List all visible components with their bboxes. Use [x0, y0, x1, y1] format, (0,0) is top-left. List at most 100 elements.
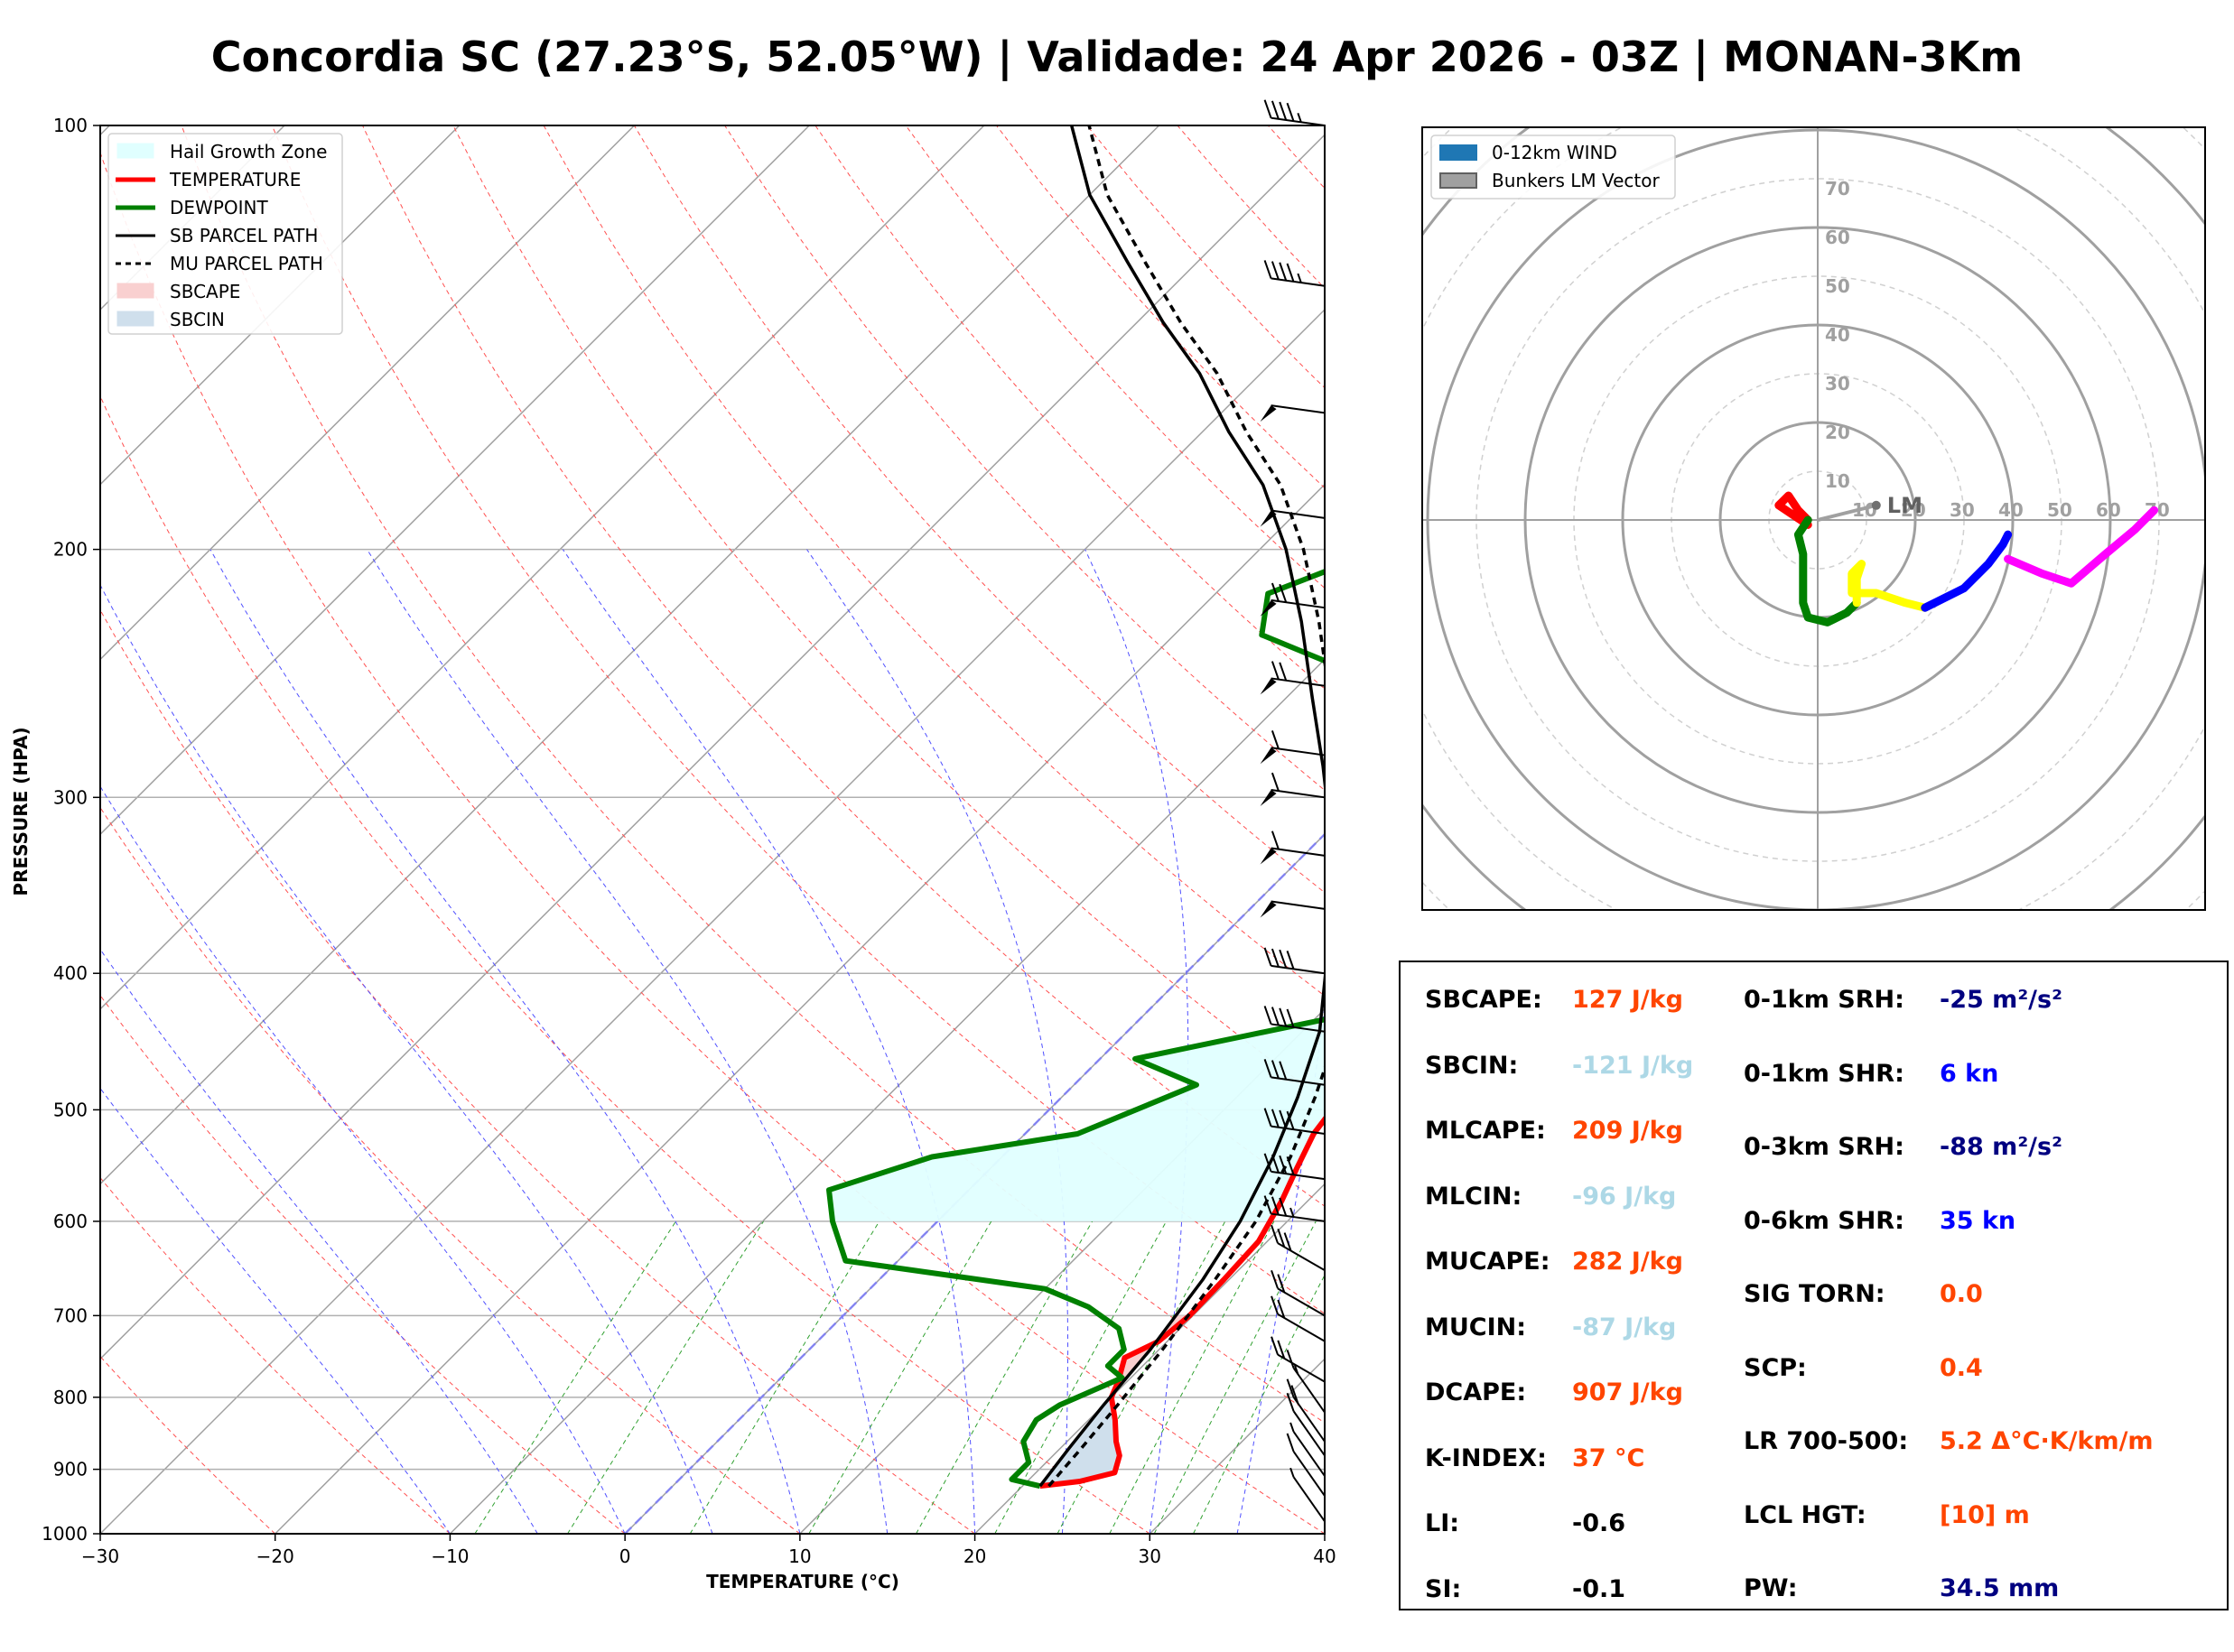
mixing-ratio-line [1056, 1220, 1226, 1534]
mixing-ratio-line [916, 1220, 1094, 1534]
stat-value: 6 kn [1940, 1059, 1999, 1088]
wind-barb-feather [1271, 100, 1280, 120]
stat-label: MUCIN: [1425, 1313, 1527, 1341]
x-tick-label: −30 [81, 1545, 119, 1567]
stat-label: 0-1km SRH: [1744, 986, 1904, 1014]
wind-barb-feather [1263, 1059, 1272, 1078]
moist-adiabat [562, 549, 976, 1534]
wind-barb-feather [1279, 949, 1288, 969]
stat-value: [10] m [1940, 1500, 2030, 1529]
stat-value: -87 J/kg [1572, 1313, 1677, 1341]
moist-adiabat [100, 785, 626, 1534]
wind-barb-pennant [1260, 405, 1277, 422]
wind-barb-feather [1263, 1006, 1272, 1025]
wind-barb-feather [1297, 273, 1302, 283]
isotherm-line [275, 483, 1325, 1534]
stat-value: -0.1 [1572, 1574, 1626, 1603]
wind-barb [1292, 1451, 1326, 1497]
stat-label: DCAPE: [1425, 1378, 1527, 1406]
skewt-legend-box [107, 133, 343, 335]
y-tick-label: 600 [53, 1211, 88, 1232]
stat-value: 35 kn [1940, 1206, 2016, 1235]
x-tick-label: 0 [619, 1545, 631, 1567]
page-title: Concordia SC (27.23°S, 52.05°W) | Valida… [210, 32, 2024, 81]
x-tick-label: 30 [1139, 1545, 1161, 1567]
stat-label: K-INDEX: [1425, 1443, 1547, 1472]
wind-barb-pennant [1260, 510, 1277, 527]
wind-barb [1271, 1212, 1326, 1222]
y-tick-label: 700 [53, 1304, 88, 1326]
wind-barb-feather [1263, 1195, 1272, 1214]
temperature-line [1039, 1114, 1325, 1490]
wind-barb-feather [1286, 1392, 1295, 1412]
stat-label: SCP: [1744, 1353, 1807, 1382]
moist-adiabat [100, 1087, 451, 1534]
stat-label: MLCIN: [1425, 1182, 1522, 1211]
legend-label: DEWPOINT [170, 197, 268, 218]
isotherm-line [100, 134, 1325, 1360]
wind-barb-feather [1271, 948, 1280, 968]
wind-barb-feather [1271, 1224, 1279, 1244]
stat-label: 0-1km SHR: [1744, 1059, 1904, 1088]
wind-barb-feather [1271, 1109, 1280, 1128]
wind-barb-feather [1279, 583, 1288, 603]
stat-label: SIG TORN: [1744, 1280, 1885, 1308]
wind-barb [1292, 1410, 1326, 1456]
wind-barb [1271, 788, 1326, 799]
y-tick-label: 800 [53, 1387, 88, 1408]
mixing-ratio-line [1109, 1220, 1275, 1534]
wind-barb [1271, 599, 1326, 609]
wind-barb-feather [1271, 1336, 1279, 1355]
x-axis-label: TEMPERATURE (°C) [706, 1571, 899, 1592]
wind-barb-feather [1271, 1007, 1280, 1026]
y-tick-label: 900 [53, 1459, 88, 1480]
wind-barb-feather [1271, 1154, 1280, 1174]
wind-barb-feather [1286, 102, 1295, 122]
moist-adiabat [367, 549, 889, 1534]
wind-barb-feather [1271, 261, 1280, 280]
stat-label: MUCAPE: [1425, 1248, 1550, 1276]
wind-barb-feather [1286, 1110, 1295, 1130]
dewpoint-line [826, 569, 1325, 1490]
wind-barb-feather [1263, 260, 1272, 279]
mixing-ratio-line [808, 1220, 992, 1534]
stat-value: 127 J/kg [1572, 986, 1683, 1014]
wind-barb-feather [1283, 1232, 1292, 1251]
wind-barb [1277, 1287, 1326, 1317]
stat-label: 0-3km SRH: [1744, 1133, 1904, 1161]
wind-barb [1271, 1023, 1326, 1033]
wind-barb-feather [1286, 1433, 1295, 1452]
stat-value: 0.4 [1940, 1353, 1983, 1382]
stat-label: LCL HGT: [1744, 1500, 1866, 1529]
x-tick-label: 40 [1313, 1545, 1336, 1567]
y-tick-label: 400 [53, 962, 88, 984]
wind-barb-feather [1271, 772, 1280, 792]
x-tick-label: 10 [788, 1545, 811, 1567]
x-tick-label: −10 [431, 1545, 469, 1567]
dry-adiabat [100, 394, 1150, 1534]
mixing-ratio-line [474, 1220, 676, 1534]
wind-barb-feather [1271, 831, 1280, 850]
isotherm-line [100, 125, 810, 836]
wind-barb-feather [1286, 1008, 1295, 1028]
sounding-parameters-panel: SBCAPE: 127 J/kg SBCIN: -121 J/kg MLCAPE: 209… [1399, 961, 2229, 1610]
x-tick-label: −20 [256, 1545, 294, 1567]
wind-barb-pennant [1260, 848, 1277, 865]
wind-barb-feather [1279, 1197, 1288, 1217]
isotherm-line [100, 308, 1325, 1534]
stat-value: 209 J/kg [1572, 1117, 1683, 1145]
wind-barb-feather [1293, 1364, 1299, 1375]
y-tick-label: 500 [53, 1099, 88, 1120]
isotherm-line [100, 125, 285, 311]
mu-parcel-path-line [1047, 125, 1325, 1488]
stat-value: 37 °C [1572, 1443, 1645, 1472]
stat-value: -25 m²/s² [1940, 986, 2062, 1014]
wind-barb-feather [1279, 1109, 1288, 1129]
wind-barb [1292, 1476, 1326, 1522]
stat-value: -0.6 [1572, 1509, 1626, 1537]
wind-barb-pennant [1260, 678, 1277, 695]
stat-value: -96 J/kg [1572, 1182, 1677, 1211]
wind-barb-feather [1263, 947, 1272, 967]
wind-barb [1271, 1076, 1326, 1086]
wind-barb-feather [1297, 112, 1302, 123]
